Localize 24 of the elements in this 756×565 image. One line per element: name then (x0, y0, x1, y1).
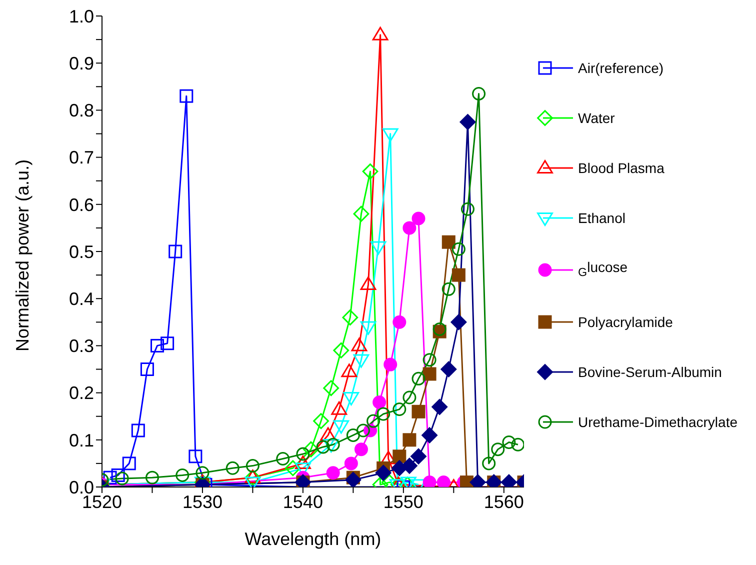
y-tick-label: 0.9 (68, 53, 94, 74)
legend-label: Water (578, 109, 615, 127)
legend-label: Air(reference) (578, 59, 664, 77)
y-tick-label: 1.0 (68, 6, 94, 26)
x-tick-label: 1550 (383, 492, 424, 512)
y-tick-label: 0.1 (68, 430, 94, 450)
y-tick-label: 0.4 (68, 288, 94, 309)
x-tick-label: 1540 (282, 492, 323, 512)
x-tick-label: 1530 (182, 492, 222, 512)
y-tick-label: 0.7 (68, 148, 94, 168)
y-tick-label: 0.3 (68, 336, 94, 356)
legend-label: $_{G}$lucose (578, 258, 628, 281)
y-tick-label: 0.5 (68, 242, 94, 262)
y-tick-label: 0.2 (68, 383, 94, 404)
legend-label: Ethanol (578, 209, 626, 227)
legend-label: Urethame-Dimethacrylate (578, 412, 738, 431)
x-tick-label: 1560 (484, 492, 524, 512)
legend-label: Bovine-Serum-Albumin (578, 362, 722, 381)
legend-label: Polyacrylamide (578, 312, 673, 331)
y-tick-label: 0.8 (68, 100, 94, 121)
y-tick-label: 0.6 (68, 194, 94, 215)
y-axis-title: Normalized power (a.u.) (12, 159, 32, 352)
x-axis-title: Wavelength (nm) (244, 529, 382, 549)
legend-label: Blood Plasma (578, 159, 664, 177)
